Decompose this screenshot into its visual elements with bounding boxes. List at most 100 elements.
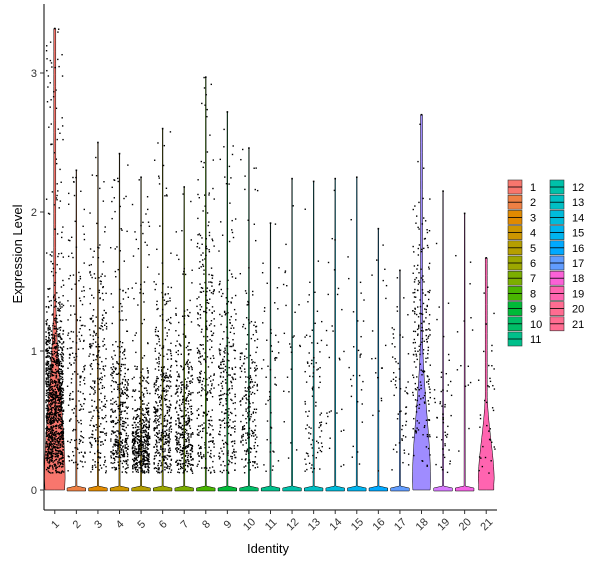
data-point [98, 349, 100, 352]
data-point [219, 283, 221, 285]
data-point [45, 407, 47, 410]
data-point [223, 426, 226, 429]
violin-14 [325, 178, 345, 492]
data-point [50, 399, 53, 401]
data-point [203, 310, 205, 313]
legend-item-3: 3 [507, 210, 536, 225]
data-point [94, 461, 96, 463]
data-point [144, 241, 146, 244]
data-point [48, 404, 51, 406]
data-point [142, 232, 144, 235]
data-point [58, 450, 60, 453]
data-point [210, 375, 212, 377]
data-point [136, 438, 138, 440]
data-point [101, 385, 104, 387]
data-point [234, 425, 236, 427]
data-point [423, 426, 426, 429]
data-point [114, 441, 117, 443]
data-point [231, 385, 233, 387]
data-point [211, 239, 214, 242]
data-point [145, 420, 147, 422]
data-point [46, 429, 48, 432]
data-point [227, 450, 229, 452]
data-point [73, 371, 76, 373]
data-point [147, 407, 150, 409]
data-point [91, 345, 93, 347]
data-point [343, 429, 345, 431]
data-point [168, 430, 170, 432]
data-point [46, 409, 48, 412]
data-point [148, 463, 151, 465]
data-point [444, 403, 446, 406]
data-point [228, 240, 231, 243]
data-point [165, 398, 168, 401]
data-point [320, 442, 323, 444]
data-point [51, 437, 53, 439]
data-point [251, 461, 254, 463]
data-point [247, 462, 249, 464]
data-point [181, 424, 184, 427]
data-point [210, 471, 212, 473]
data-point [132, 390, 134, 392]
data-point [122, 449, 125, 451]
data-point [177, 417, 179, 420]
data-point [72, 461, 75, 464]
data-point [59, 405, 61, 407]
data-point [134, 449, 136, 452]
data-point [219, 398, 221, 400]
legend-label: 21 [572, 319, 584, 331]
data-point [134, 231, 136, 233]
legend-item-11: 11 [507, 331, 541, 347]
data-point [72, 274, 75, 276]
data-point [201, 386, 203, 389]
data-point [169, 463, 171, 465]
data-point [94, 341, 97, 343]
data-point [123, 410, 126, 412]
data-point [245, 410, 247, 412]
data-point [424, 294, 427, 296]
data-point [219, 280, 221, 283]
data-point [222, 338, 224, 340]
data-point [265, 470, 267, 472]
data-point [143, 377, 145, 380]
data-point [274, 356, 277, 359]
data-point [181, 450, 184, 453]
data-point [58, 389, 61, 391]
data-point [318, 426, 320, 429]
data-point [47, 329, 49, 331]
data-point [50, 388, 53, 391]
data-point [69, 419, 71, 421]
data-point [483, 292, 485, 294]
data-point [184, 459, 187, 462]
data-point [191, 282, 193, 284]
data-point [122, 393, 124, 395]
data-point [142, 425, 145, 428]
data-point [244, 387, 246, 389]
data-point [124, 363, 126, 366]
points-12 [282, 177, 302, 459]
data-point [49, 356, 51, 359]
data-point [416, 386, 419, 389]
data-point [221, 315, 223, 317]
data-point [59, 329, 62, 331]
data-point [125, 463, 128, 465]
data-point [176, 340, 178, 342]
data-point [201, 467, 203, 469]
data-point [230, 327, 232, 329]
data-point [479, 414, 482, 416]
data-point [58, 340, 60, 342]
data-point [95, 406, 98, 408]
data-point [121, 422, 124, 425]
data-point [56, 354, 58, 356]
data-point [114, 354, 116, 357]
data-point [59, 462, 62, 464]
data-point [53, 446, 55, 448]
data-point [183, 386, 186, 389]
data-point [374, 357, 377, 360]
data-point [202, 263, 204, 266]
data-point [184, 406, 186, 409]
data-point [51, 451, 53, 453]
data-point [93, 425, 95, 428]
data-point [45, 382, 47, 384]
data-point [91, 386, 93, 389]
